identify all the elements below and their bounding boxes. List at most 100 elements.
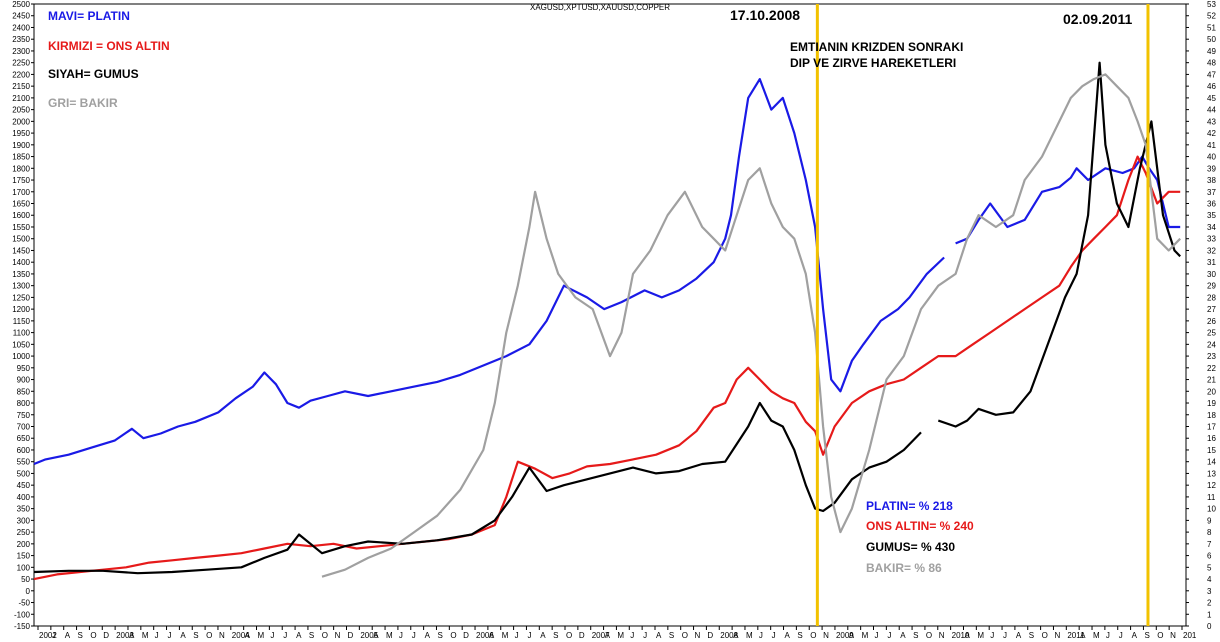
left-tick-label: 350	[17, 505, 31, 514]
x-tick-label: A	[656, 631, 662, 640]
x-tick-label: S	[553, 631, 558, 640]
x-tick-label: J	[630, 631, 634, 640]
left-tick-label: 850	[17, 387, 31, 396]
left-tick-label: 300	[17, 516, 31, 525]
legend-entry: KIRMIZI = ONS ALTIN	[48, 39, 170, 53]
x-tick-label: J	[155, 631, 159, 640]
legend-entry: MAVI= PLATIN	[48, 9, 130, 23]
x-tick-label: A	[296, 631, 302, 640]
x-tick-label: N	[939, 631, 945, 640]
right-tick-label: 23	[1207, 352, 1216, 361]
left-tick-label: 100	[17, 563, 31, 572]
left-tick-label: 0	[26, 587, 31, 596]
right-tick-label: 43	[1207, 117, 1216, 126]
x-tick-label: A	[180, 631, 186, 640]
annotation-date-1: 17.10.2008	[730, 7, 800, 23]
right-tick-label: 0	[1207, 622, 1212, 631]
x-tick-label: S	[797, 631, 802, 640]
series-line-1	[33, 155, 1181, 581]
x-tick-label: M	[386, 631, 393, 640]
x-tick-label: O	[566, 631, 572, 640]
x-tick-label: S	[309, 631, 314, 640]
x-tick-label: A	[425, 631, 431, 640]
right-tick-label: 50	[1207, 35, 1216, 44]
right-tick-label: 1	[1207, 610, 1212, 619]
left-tick-label: 2150	[12, 82, 30, 91]
right-tick-label: 22	[1207, 364, 1216, 373]
right-tick-label: 39	[1207, 164, 1216, 173]
right-tick-label: 53	[1207, 0, 1216, 9]
left-tick-label: 1500	[12, 235, 30, 244]
series-line-0	[33, 78, 1181, 466]
right-tick-label: 35	[1207, 211, 1216, 220]
right-tick-label: 44	[1207, 106, 1216, 115]
x-tick-label: A	[849, 631, 855, 640]
left-tick-label: 150	[17, 552, 31, 561]
left-tick-label: 2200	[12, 70, 30, 79]
left-tick-label: 1000	[12, 352, 30, 361]
right-tick-label: 26	[1207, 317, 1216, 326]
left-tick-label: 2350	[12, 35, 30, 44]
right-tick-label: 25	[1207, 329, 1216, 338]
x-tick-label: J	[270, 631, 274, 640]
left-tick-label: 1250	[12, 293, 30, 302]
right-tick-label: 18	[1207, 411, 1216, 420]
x-tick-label: A	[129, 631, 135, 640]
left-tick-label: 2100	[12, 94, 30, 103]
x-tick-label: O	[450, 631, 456, 640]
x-tick-label: N	[695, 631, 701, 640]
x-tick-label: A	[489, 631, 495, 640]
x-tick-label: D	[463, 631, 469, 640]
left-tick-label: 1800	[12, 164, 30, 173]
right-tick-label: 29	[1207, 282, 1216, 291]
right-tick-label: 3	[1207, 587, 1212, 596]
x-tick-label: 2005	[360, 631, 378, 640]
x-tick-label: O	[90, 631, 96, 640]
x-tick-label: A	[65, 631, 71, 640]
left-tick-label: 2400	[12, 23, 30, 32]
performance-labels: PLATIN= % 218 ONS ALTIN= % 240 GUMUS= % 43…	[866, 499, 974, 575]
legend-entry: SIYAH= GUMUS	[48, 67, 139, 81]
x-tick-label: O	[1157, 631, 1163, 640]
right-tick-label: 40	[1207, 153, 1216, 162]
x-tick-label: 2003	[116, 631, 134, 640]
annotation-date-2: 02.09.2011	[1063, 11, 1133, 27]
x-tick-label: M	[142, 631, 149, 640]
x-tick-label: D	[103, 631, 109, 640]
x-tick-label: 2002	[39, 631, 57, 640]
right-tick-label: 13	[1207, 469, 1216, 478]
left-tick-label: -100	[14, 610, 31, 619]
series-layer	[33, 61, 1181, 581]
x-tick-label: M	[617, 631, 624, 640]
x-tick-label: J	[1106, 631, 1110, 640]
left-tick-label: 1850	[12, 153, 30, 162]
x-tick-label: N	[335, 631, 341, 640]
x-tick-label: O	[682, 631, 688, 640]
x-tick-label: N	[219, 631, 225, 640]
right-tick-label: 47	[1207, 70, 1216, 79]
right-tick-label: 5	[1207, 563, 1212, 572]
x-tick-label: J	[643, 631, 647, 640]
left-tick-label: 2000	[12, 117, 30, 126]
right-tick-label: 52	[1207, 12, 1216, 21]
right-tick-label: 12	[1207, 481, 1216, 490]
x-tick-label: M	[502, 631, 509, 640]
x-tick-label: J	[283, 631, 287, 640]
x-tick-label: J	[875, 631, 879, 640]
left-tick-label: 1100	[13, 329, 31, 338]
x-tick-label: J	[168, 631, 172, 640]
left-tick-label: 1200	[12, 305, 30, 314]
annotation-headline-1: EMTIANIN KRIZDEN SONRAKI	[790, 40, 963, 54]
right-tick-label: 30	[1207, 270, 1216, 279]
left-tick-label: 1450	[12, 246, 30, 255]
x-tick-label: J	[1119, 631, 1123, 640]
x-tick-label: A	[900, 631, 906, 640]
performance-label: BAKIR= % 86	[866, 561, 942, 575]
left-tick-label: 950	[17, 364, 31, 373]
right-tick-label: 11	[1207, 493, 1216, 502]
series-line-3	[321, 73, 1181, 578]
right-tick-label: 33	[1207, 235, 1216, 244]
right-tick-label: 17	[1207, 422, 1216, 431]
right-tick-label: 6	[1207, 552, 1212, 561]
